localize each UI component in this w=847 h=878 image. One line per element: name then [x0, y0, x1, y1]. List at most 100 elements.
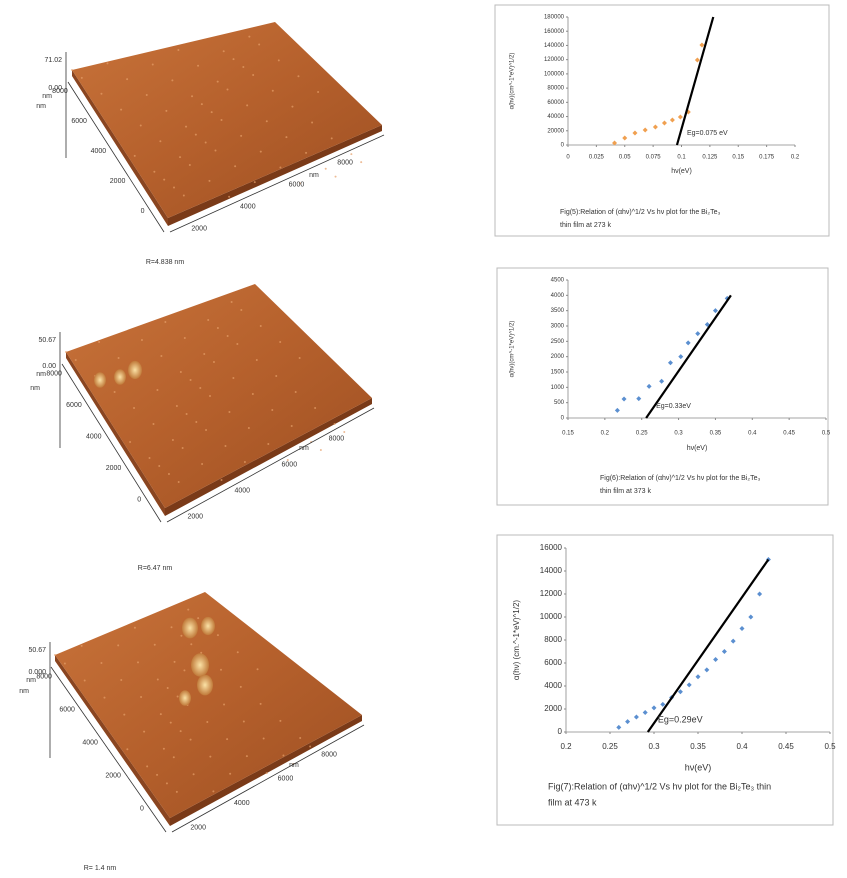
data-point [616, 725, 621, 730]
surface-grain [156, 389, 158, 391]
data-point [668, 360, 673, 365]
surface-grain [275, 375, 277, 377]
x-tick-label: 8000 [321, 751, 337, 758]
surface-grain [282, 755, 284, 757]
data-point [632, 130, 637, 135]
surface-grain [123, 714, 125, 716]
data-point [670, 117, 675, 122]
surface-peak [94, 372, 106, 388]
surface-peak [201, 617, 215, 635]
data-point [634, 715, 639, 720]
x-tick-label: 8000 [337, 159, 353, 166]
y-tick-label: 6000 [66, 402, 82, 409]
figure-caption: film at 473 k [548, 797, 597, 807]
surface-peak [114, 369, 126, 385]
afm-caption: R=6.47 nm [138, 565, 173, 572]
surface-grain [191, 95, 193, 97]
surface-grain [320, 449, 322, 451]
x-tick-label: 4000 [234, 800, 250, 807]
y-tick-label: 8000 [36, 674, 52, 681]
figure-caption: Fig(6):Relation of (αhν)^1/2 Vs hν plot … [600, 475, 761, 482]
y-tick-label: 4500 [551, 278, 565, 284]
y-tick-label: 1000 [551, 385, 565, 391]
surface-grain [100, 93, 102, 95]
x-tick-label: 0.125 [702, 155, 718, 161]
surface-grain [248, 36, 250, 38]
surface-grain [206, 721, 208, 723]
y-axis-title: α(hν) (cm.^-1*eV)^1/2) [512, 600, 521, 680]
y-tick-label: 10000 [540, 612, 563, 621]
x-axis-title: hν(eV) [671, 168, 692, 175]
surface-grain [260, 151, 262, 153]
y-tick-label: 2000 [105, 773, 121, 780]
x-tick-label: 4000 [240, 204, 256, 211]
surface-grain [170, 722, 172, 724]
y-tick-label: 2500 [551, 339, 565, 345]
surface-grain [180, 730, 182, 732]
x-tick-label: 6000 [282, 461, 298, 468]
x-tick-label: 0.45 [783, 431, 795, 437]
surface-grain [180, 371, 182, 373]
afm-surface [66, 284, 372, 508]
surface-grain [71, 69, 73, 71]
surface-grain [164, 321, 166, 323]
y-tick-label: 6000 [59, 707, 75, 714]
surface-grain [223, 703, 225, 705]
data-point [662, 121, 667, 126]
data-point [713, 308, 718, 313]
data-point [678, 689, 683, 694]
surface-grain [177, 695, 179, 697]
data-point [695, 331, 700, 336]
surface-grain [126, 748, 128, 750]
data-point [686, 340, 691, 345]
data-point [652, 705, 657, 710]
surface-grain [231, 301, 233, 303]
data-point [647, 384, 652, 389]
surface-grain [213, 361, 215, 363]
data-point [643, 127, 648, 132]
surface-grain [343, 431, 345, 433]
surface-grain [229, 773, 231, 775]
surface-grain [120, 109, 122, 111]
surface-grain [117, 644, 119, 646]
data-point [615, 408, 620, 413]
surface-grain [137, 661, 139, 663]
surface-grain [81, 77, 83, 79]
surface-grain [184, 337, 186, 339]
surface-grain [197, 65, 199, 67]
surface-grain [201, 463, 203, 465]
surface-grain [160, 355, 162, 357]
surface-grain [223, 50, 225, 52]
surface-grain [220, 669, 222, 671]
surface-grain [291, 425, 293, 427]
data-point [653, 125, 658, 130]
surface-grain [299, 357, 301, 359]
x-tick-label: 0.45 [778, 742, 794, 751]
surface-grain [233, 58, 235, 60]
surface-grain [266, 772, 268, 774]
surface-grain [75, 359, 77, 361]
x-tick-label: 0.2 [791, 155, 800, 161]
surface-grain [168, 473, 170, 475]
surface-grain [212, 790, 214, 792]
surface-grain [209, 756, 211, 758]
annotation: Eg=0.29eV [658, 714, 703, 724]
y-tick-label: 14000 [540, 566, 563, 575]
z-max-label: 50.67 [38, 337, 56, 344]
surface-grain [134, 627, 136, 629]
surface-grain [263, 738, 265, 740]
surface-grain [156, 774, 158, 776]
data-point [722, 649, 727, 654]
surface-grain [203, 353, 205, 355]
surface-grain [134, 155, 136, 157]
surface-grain [205, 142, 207, 144]
data-point [731, 639, 736, 644]
data-point [748, 615, 753, 620]
surface-grain [152, 64, 154, 66]
surface-grain [214, 149, 216, 151]
data-point [699, 43, 704, 48]
fit-line [677, 17, 713, 145]
x-tick-label: 0.5 [824, 742, 836, 751]
x-tick-label: 0.2 [601, 431, 610, 437]
y-tick-label: 8000 [46, 370, 62, 377]
